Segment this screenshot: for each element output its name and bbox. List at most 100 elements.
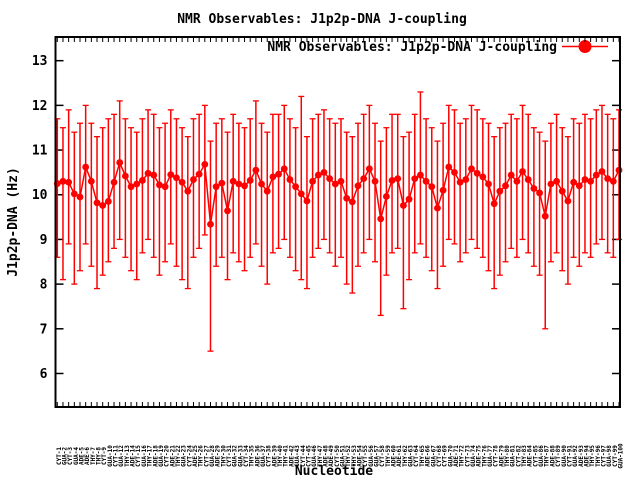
x-tick-label: ADE-6 — [84, 447, 91, 465]
legend-label: NMR Observables: J1p2p-DNA J-coupling — [267, 40, 557, 55]
data-point — [269, 173, 277, 181]
x-tick-label: THY-8 — [96, 447, 103, 465]
x-tick-label: GUA-81 — [510, 445, 517, 467]
x-tick-label: GUA-4 — [73, 447, 80, 465]
data-point — [297, 190, 305, 198]
x-tick-label: GUA-32 — [232, 445, 239, 467]
chart-title: NMR Observables: J1p2p-DNA J-coupling — [177, 12, 467, 27]
y-tick-label: 10 — [32, 188, 48, 203]
x-tick-label: GUA-92 — [572, 445, 579, 467]
data-point — [598, 168, 606, 175]
data-point — [59, 177, 67, 185]
x-tick-label: THY-80 — [504, 445, 511, 467]
x-tick-label: CYT-9 — [101, 447, 108, 465]
x-tick-label: ADE-61 — [396, 445, 403, 467]
data-point — [439, 186, 447, 194]
data-point — [485, 180, 492, 188]
x-tick-label: GUA-98 — [606, 445, 613, 467]
data-point — [65, 178, 73, 186]
data-point — [82, 163, 90, 171]
x-tick-label: CYT-11 — [113, 445, 120, 467]
data-point — [173, 174, 180, 182]
y-axis-label: J1p2p-DNA (Hz) — [6, 167, 21, 277]
legend: NMR Observables: J1p2p-DNA J-coupling — [267, 40, 608, 55]
data-point — [326, 175, 334, 183]
x-tick-label: GUA-28 — [209, 445, 216, 467]
data-point — [275, 170, 282, 178]
data-point — [609, 177, 617, 185]
x-tick-label: ADE-88 — [549, 445, 556, 467]
x-tick-label: GUA-74 — [470, 445, 477, 467]
data-point — [309, 177, 317, 185]
data-point — [519, 168, 526, 175]
x-tick-label: GUA-70 — [447, 445, 454, 467]
data-point — [252, 166, 260, 174]
data-point — [564, 197, 572, 205]
x-tick-label: THY-47 — [317, 445, 324, 467]
data-point — [428, 183, 436, 191]
x-tick-label: CYT-38 — [266, 445, 273, 467]
data-point — [229, 177, 237, 185]
data-point — [536, 189, 543, 197]
data-point — [241, 182, 248, 190]
legend-point-sample — [578, 40, 592, 53]
x-tick-label: GUA-86 — [538, 445, 545, 467]
data-point — [377, 215, 385, 223]
x-tick-label: ADE-21 — [169, 445, 176, 467]
x-tick-label: CYT-34 — [243, 445, 250, 467]
x-tick-label: GUA-56 — [368, 445, 375, 467]
x-tick-label: THY-52 — [345, 445, 352, 467]
data-point — [104, 198, 112, 205]
x-tick-label: CYT-45 — [305, 445, 312, 467]
x-tick-label: GUA-37 — [260, 445, 267, 467]
data-point — [507, 171, 515, 179]
data-point — [581, 176, 589, 183]
x-tick-label: THY-13 — [124, 445, 131, 467]
data-point — [513, 177, 521, 185]
x-tick-label: THY-40 — [277, 445, 284, 467]
x-tick-label: THY-87 — [544, 445, 551, 467]
x-tick-label: ADE-14 — [130, 445, 137, 467]
x-tick-label: THY-30 — [220, 445, 227, 467]
x-tick-label: GUA-67 — [430, 445, 437, 467]
x-tick-label: CYT-99 — [612, 445, 619, 467]
x-tick-label: CYT-55 — [362, 445, 369, 467]
data-point — [116, 159, 124, 166]
x-tick-label: ADE-42 — [288, 445, 295, 467]
x-tick-label: GUA-43 — [294, 445, 301, 467]
x-tick-label: THY-35 — [249, 445, 256, 467]
x-tick-label: CYT-78 — [493, 445, 500, 467]
data-point — [547, 180, 555, 188]
data-point — [445, 163, 453, 171]
x-tick-label: ADE-49 — [328, 445, 335, 467]
y-tick-label: 12 — [32, 99, 48, 114]
x-tick-label: CYT-15 — [135, 445, 142, 467]
data-point — [456, 178, 464, 186]
data-point — [195, 170, 203, 178]
data-point — [178, 178, 186, 186]
data-point — [473, 169, 481, 177]
data-point — [280, 165, 288, 173]
data-point — [575, 182, 583, 190]
x-tick-label: THY-62 — [402, 445, 409, 467]
x-tick-label: GUA-19 — [158, 445, 165, 467]
data-point — [70, 190, 78, 198]
x-tick-label: CYT-64 — [413, 445, 420, 467]
data-point — [212, 183, 220, 191]
data-point — [570, 178, 578, 186]
data-point — [235, 180, 243, 188]
data-point — [224, 207, 231, 215]
x-tick-label: THY-76 — [481, 445, 488, 467]
x-tick-label: THY-59 — [385, 445, 392, 467]
data-point — [320, 168, 328, 176]
data-point — [490, 200, 498, 208]
data-point — [371, 177, 379, 185]
x-tick-label: CYT-85 — [532, 445, 539, 467]
x-tick-label: ADE-29 — [215, 445, 222, 467]
x-tick-label: GUA-12 — [118, 445, 125, 467]
x-tick-label: GUA-90 — [561, 445, 568, 467]
data-point — [292, 183, 299, 191]
x-tick-label: ADE-75 — [476, 445, 483, 467]
